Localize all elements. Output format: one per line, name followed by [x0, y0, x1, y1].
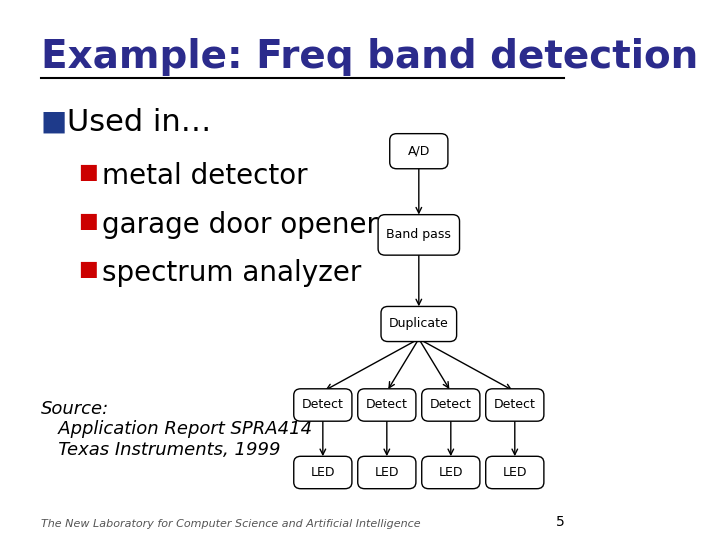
Text: spectrum analyzer: spectrum analyzer — [102, 259, 361, 287]
Text: ■: ■ — [78, 162, 98, 182]
Text: LED: LED — [438, 466, 463, 479]
Text: Detect: Detect — [366, 399, 408, 411]
Text: Duplicate: Duplicate — [389, 318, 449, 330]
FancyBboxPatch shape — [358, 389, 416, 421]
FancyBboxPatch shape — [422, 456, 480, 489]
Text: metal detector: metal detector — [102, 162, 307, 190]
FancyBboxPatch shape — [381, 306, 456, 342]
FancyBboxPatch shape — [390, 134, 448, 168]
Text: ■: ■ — [78, 211, 98, 231]
Text: A/D: A/D — [408, 145, 430, 158]
FancyBboxPatch shape — [294, 389, 352, 421]
FancyBboxPatch shape — [422, 389, 480, 421]
FancyBboxPatch shape — [486, 389, 544, 421]
Text: LED: LED — [374, 466, 399, 479]
FancyBboxPatch shape — [486, 456, 544, 489]
Text: The New Laboratory for Computer Science and Artificial Intelligence: The New Laboratory for Computer Science … — [41, 519, 420, 529]
FancyBboxPatch shape — [294, 456, 352, 489]
FancyBboxPatch shape — [378, 215, 459, 255]
Text: Example: Freq band detection: Example: Freq band detection — [41, 38, 698, 76]
Text: Used in…: Used in… — [67, 108, 211, 137]
Text: LED: LED — [310, 466, 335, 479]
Text: Source:
   Application Report SPRA414
   Texas Instruments, 1999: Source: Application Report SPRA414 Texas… — [41, 400, 312, 459]
Text: ■: ■ — [78, 259, 98, 279]
Text: LED: LED — [503, 466, 527, 479]
Text: ■: ■ — [41, 108, 67, 136]
Text: Band pass: Band pass — [387, 228, 451, 241]
Text: 5: 5 — [556, 515, 564, 529]
Text: Detect: Detect — [302, 399, 343, 411]
Text: Detect: Detect — [430, 399, 472, 411]
Text: Detect: Detect — [494, 399, 536, 411]
FancyBboxPatch shape — [358, 456, 416, 489]
Text: garage door opener: garage door opener — [102, 211, 378, 239]
